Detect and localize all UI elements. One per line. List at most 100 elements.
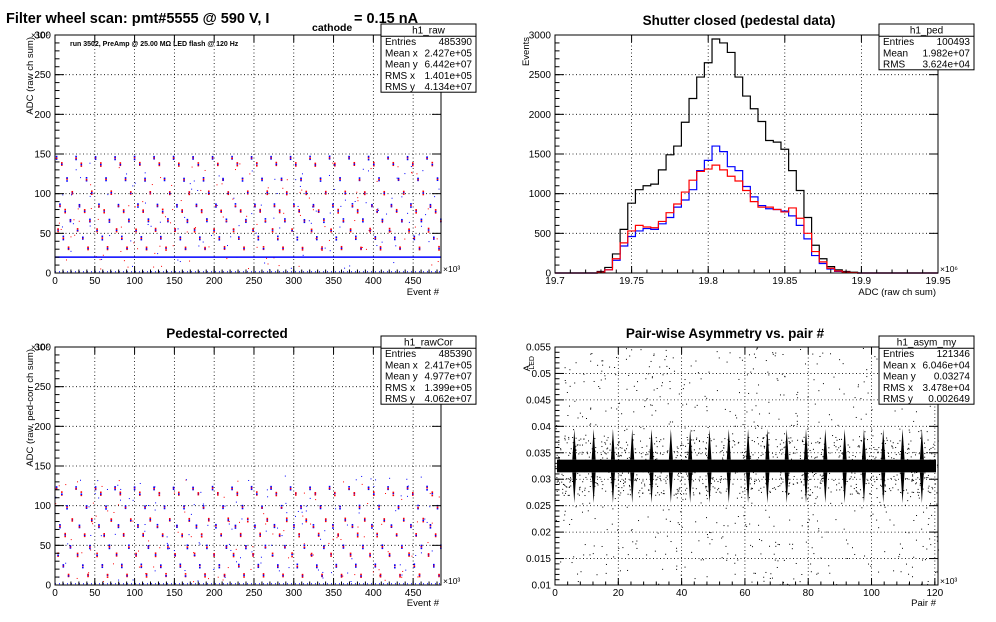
asym-data-point [882, 490, 884, 492]
asym-data-point [704, 447, 706, 449]
asym-data-point [578, 494, 580, 496]
asym-data-point [562, 483, 564, 485]
rawcor-data-point [434, 533, 437, 535]
raw-data-point [277, 237, 279, 240]
raw-data-point [259, 208, 261, 211]
asym-data-point [686, 403, 688, 405]
asym-data-point [577, 573, 579, 575]
rawcor-data-point [192, 486, 194, 489]
rawcor-data-point [344, 519, 347, 521]
rawcor-data-point [273, 526, 276, 529]
asym-spike-up [900, 428, 905, 460]
raw-data-point [150, 225, 152, 227]
asym-data-point [577, 444, 579, 446]
asym-data-point [700, 378, 702, 380]
asym-data-point [921, 583, 923, 585]
asym-data-point [927, 487, 929, 489]
rawcor-data-point [159, 547, 161, 549]
asym-data-point [585, 464, 587, 466]
rawcor-data-point [417, 504, 419, 507]
asym-data-point [620, 492, 622, 494]
rawcor-data-point [128, 546, 130, 548]
asym-data-point [709, 543, 711, 545]
rawcor-data-point [126, 575, 128, 578]
asym-data-point [776, 378, 778, 380]
raw-data-point [438, 249, 440, 251]
asym-data-point [783, 442, 785, 444]
asym-data-point [651, 486, 653, 488]
raw-data-point [184, 246, 187, 249]
asym-data-point [687, 439, 689, 441]
asym-data-point [731, 446, 733, 448]
asym-data-point [590, 463, 592, 465]
asym-data-point [901, 492, 903, 494]
raw-data-point [422, 193, 425, 196]
asym-data-point [734, 425, 736, 427]
raw-data-point [69, 218, 72, 221]
asym-data-point [760, 460, 762, 462]
rawcor-data-point [405, 569, 407, 571]
raw-data-point [354, 200, 356, 202]
asym-data-point [807, 526, 809, 528]
rawcor-data-point [57, 554, 59, 557]
rawcor-data-point [401, 576, 403, 578]
asym-data-point [778, 418, 780, 420]
asym-data-point [611, 523, 613, 525]
asym-data-point [641, 492, 643, 494]
asym-data-point [914, 472, 916, 474]
asym-data-point [616, 453, 618, 455]
rawcor-data-point [344, 520, 347, 522]
asym-data-point [746, 488, 748, 490]
rawcor-data-point [381, 544, 384, 546]
raw-data-point [106, 247, 109, 250]
rawcor-data-point [277, 527, 279, 529]
asym-data-point [900, 451, 902, 453]
asym-stats-name: h1_asym_my [897, 338, 956, 349]
raw-data-point [381, 241, 383, 243]
asym-data-point [564, 514, 566, 516]
raw-data-point [275, 163, 278, 166]
raw-data-point [312, 209, 314, 211]
asym-data-point [907, 448, 909, 450]
asym-data-point [792, 452, 794, 454]
rawcor-data-point [353, 492, 356, 494]
asym-data-point [750, 488, 752, 490]
rawcor-data-point [262, 575, 265, 578]
raw-data-point [438, 188, 440, 190]
rawcor-data-point [215, 523, 217, 526]
rawcor-data-point [215, 526, 217, 529]
rawcor-data-point [64, 532, 66, 535]
raw-data-point [323, 218, 325, 220]
raw-stats-value: 1.401e+05 [424, 71, 472, 82]
asym-data-point [629, 355, 631, 357]
asym-data-point [611, 441, 613, 443]
asym-spike-down [591, 472, 596, 504]
asym-data-point [585, 459, 587, 461]
asym-data-point [921, 559, 923, 561]
asym-data-point [666, 535, 668, 537]
rawcor-data-point [429, 524, 432, 526]
raw-data-point [328, 156, 331, 159]
asym-data-point [594, 485, 596, 487]
rawcor-data-point [265, 530, 267, 532]
asym-data-point [707, 490, 709, 492]
rawcor-data-point [232, 552, 235, 555]
rawcor-data-point [378, 508, 380, 510]
asym-data-point [725, 507, 727, 509]
raw-data-point [362, 219, 364, 222]
raw-data-point [397, 166, 399, 168]
asym-data-point [709, 494, 711, 496]
asym-data-point [628, 399, 630, 401]
asym-data-point [748, 453, 750, 455]
raw-data-point [422, 192, 425, 194]
raw-data-point [156, 205, 159, 208]
asym-data-point [596, 465, 598, 467]
asym-data-point [685, 471, 687, 473]
raw-data-point [225, 221, 227, 223]
asym-data-point [823, 443, 825, 445]
rawcor-data-point [353, 494, 356, 496]
rawcor-data-point [217, 576, 219, 578]
raw-data-point [285, 192, 288, 195]
asym-data-point [599, 476, 601, 478]
raw-data-point [381, 220, 384, 223]
